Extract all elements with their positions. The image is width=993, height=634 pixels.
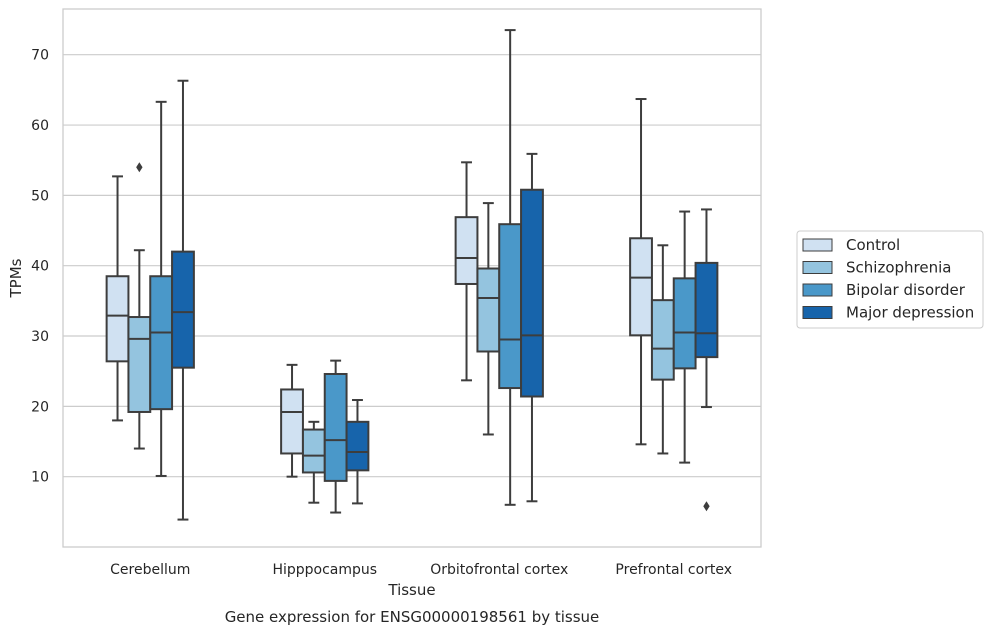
outlier-point [703,501,710,512]
legend-label-3: Major depression [846,304,974,322]
plot-area-frame [62,8,762,548]
box-iqr [149,275,174,411]
legend-label-2: Bipolar disorder [846,281,966,299]
y-axis-label: TPMs [7,258,25,298]
box-major-depression-3 [694,208,719,512]
box-major-depression-0 [171,79,195,521]
box-bipolar-disorder-2 [498,29,523,506]
box-series [105,29,719,521]
box-iqr [629,237,653,337]
y-tick-label-40: 40 [31,259,49,275]
box-control-1 [280,363,304,478]
box-iqr [127,316,152,413]
box-control-3 [629,98,653,446]
legend-label-0: Control [846,236,900,254]
x-tick-label-3: Prefrontal cortex [615,562,732,578]
box-bipolar-disorder-1 [323,359,348,514]
y-tick-label-60: 60 [31,118,49,134]
box-bipolar-disorder-0 [149,100,174,477]
chart-title: Gene expression for ENSG00000198561 by t… [225,608,600,626]
x-axis-ticks: Cerebellum Hipppocampus Orbitofrontal cort… [110,562,732,578]
box-schizophrenia-2 [476,202,501,436]
legend-label-1: Schizophrenia [846,259,951,277]
box-iqr [171,250,195,369]
y-tick-label-50: 50 [31,188,49,204]
box-iqr [345,420,370,472]
y-tick-label-30: 30 [31,329,49,345]
box-schizophrenia-0 [127,162,152,450]
box-iqr [650,299,675,381]
x-tick-label-0: Cerebellum [110,562,190,578]
box-control-2 [454,161,479,382]
legend-swatch-2 [802,283,833,297]
box-iqr [694,261,719,359]
y-axis-ticks: 10 20 30 40 50 60 70 [31,48,49,486]
box-iqr [520,188,544,398]
legend: Control Schizophrenia Bipolar disorder Majo… [796,230,984,329]
y-tick-label-70: 70 [31,48,49,64]
x-axis-label: Tissue [387,581,435,599]
legend-swatch-3 [802,306,833,319]
grid-lines [63,54,761,478]
box-iqr [498,223,523,390]
box-iqr [476,267,501,353]
legend-swatch-0 [802,238,833,252]
box-schizophrenia-3 [650,244,675,455]
box-iqr [280,388,304,455]
box-iqr [323,372,348,482]
box-bipolar-disorder-3 [672,210,697,464]
legend-swatch-1 [802,261,833,274]
box-control-0 [105,175,130,422]
box-iqr [301,428,326,474]
box-iqr [105,275,130,363]
x-tick-label-2: Orbitofrontal cortex [430,562,568,578]
box-iqr [454,216,479,285]
box-schizophrenia-1 [301,420,326,504]
outlier-point [136,162,143,173]
box-major-depression-2 [520,152,544,503]
y-tick-label-20: 20 [31,399,49,415]
box-iqr [672,277,697,370]
y-tick-label-10: 10 [31,470,49,486]
legend-frame [796,230,984,329]
x-tick-label-1: Hipppocampus [272,562,377,578]
box-major-depression-1 [345,399,370,505]
